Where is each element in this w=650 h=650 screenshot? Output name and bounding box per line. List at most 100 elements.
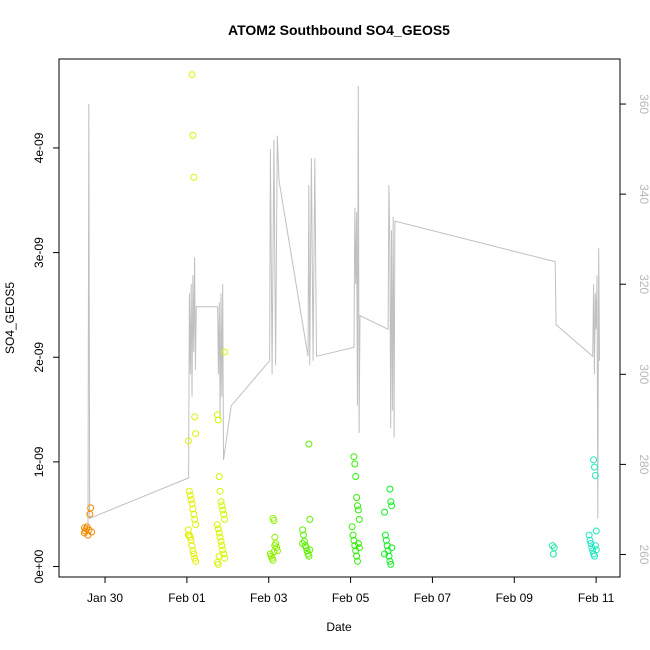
data-point [214,560,222,568]
data-point [219,506,227,514]
data-point [219,546,227,554]
data-point [217,537,225,545]
data-point [80,524,88,532]
data-point [187,496,195,504]
data-point [191,515,199,523]
data-point [591,472,599,479]
y2-tick-label: 320 [637,274,650,294]
data-point [385,552,393,560]
data-point [349,531,357,539]
data-point [221,515,229,523]
data-point [87,504,95,512]
data-point [88,528,96,536]
data-point [348,523,356,531]
data-point [187,536,195,544]
data-point [586,536,594,544]
y-tick-label: 4e-09 [32,132,46,163]
data-point [271,533,279,541]
x-tick-label: Jan 30 [87,591,123,605]
data-point [306,546,314,554]
data-point [592,546,600,554]
x-tick-label: Feb 09 [496,591,534,605]
data-point [215,529,223,537]
data-point [184,437,192,445]
data-point [270,517,278,524]
plot-frame [58,58,621,578]
x-tick-label: Feb 03 [250,591,288,605]
data-point [353,552,361,560]
altitude-line [87,85,600,528]
data-point [188,542,196,550]
data-point [299,540,307,547]
data-point [388,544,396,552]
data-point [591,463,598,471]
data-point [188,500,196,508]
data-point [591,542,599,550]
data-point [214,416,222,424]
chart-title: ATOM2 Southbound SO4_GEOS5 [228,22,450,38]
data-point [585,531,593,539]
data-point [351,460,359,468]
y-axis-right: 260 280 300 320 340 360 [620,94,650,565]
y2-tick-label: 340 [637,184,650,204]
data-point [185,487,193,495]
data-point [355,544,363,552]
data-point [192,521,200,529]
data-point [184,531,192,539]
data-point [387,498,395,506]
data-point [351,542,359,550]
data-point [354,557,361,565]
data-point [592,527,600,535]
y2-tick-label: 260 [637,544,650,564]
data-point [590,456,598,464]
data-point [387,560,395,568]
data-point [189,131,197,139]
y2-tick-label: 300 [637,364,650,384]
data-point [350,453,358,461]
data-point [217,498,225,506]
data-point [300,537,308,545]
data-point [549,542,556,550]
data-point [186,533,194,541]
data-point [220,550,228,558]
data-point [549,550,557,558]
data-point [386,557,394,565]
x-tick-label: Feb 05 [332,591,370,605]
x-tick-label: Feb 11 [578,591,615,605]
data-point [192,557,200,565]
x-tick-label: Feb 01 [168,591,206,605]
data-point [189,505,197,513]
data-point [591,552,598,560]
data-point [269,556,277,564]
data-point [354,540,362,547]
y2-tick-label: 280 [637,454,650,474]
so4-points-series [80,71,600,568]
data-point [271,542,279,550]
y-tick-label: 1e-09 [32,446,46,477]
data-point [388,502,396,510]
x-tick-label: Feb 07 [414,591,452,605]
y-axis-label: SO4_GEOS5 [3,282,17,354]
data-point [381,531,389,539]
data-point [383,542,391,550]
data-point [191,413,199,421]
data-point [215,552,223,560]
data-point [381,508,388,516]
altitude-series [87,85,600,528]
data-point [191,554,199,562]
y2-tick-label: 360 [637,94,650,114]
data-point [190,510,198,518]
data-point [216,533,224,541]
data-point [216,487,224,495]
data-point [353,494,361,501]
y-tick-label: 0e+00 [32,549,46,583]
data-point [381,550,388,558]
data-point [221,348,229,356]
data-point [192,430,200,438]
data-point [299,526,307,534]
data-point [355,515,363,523]
data-point [305,552,313,560]
data-point [190,173,198,181]
data-point [354,506,362,514]
data-point [352,473,360,480]
